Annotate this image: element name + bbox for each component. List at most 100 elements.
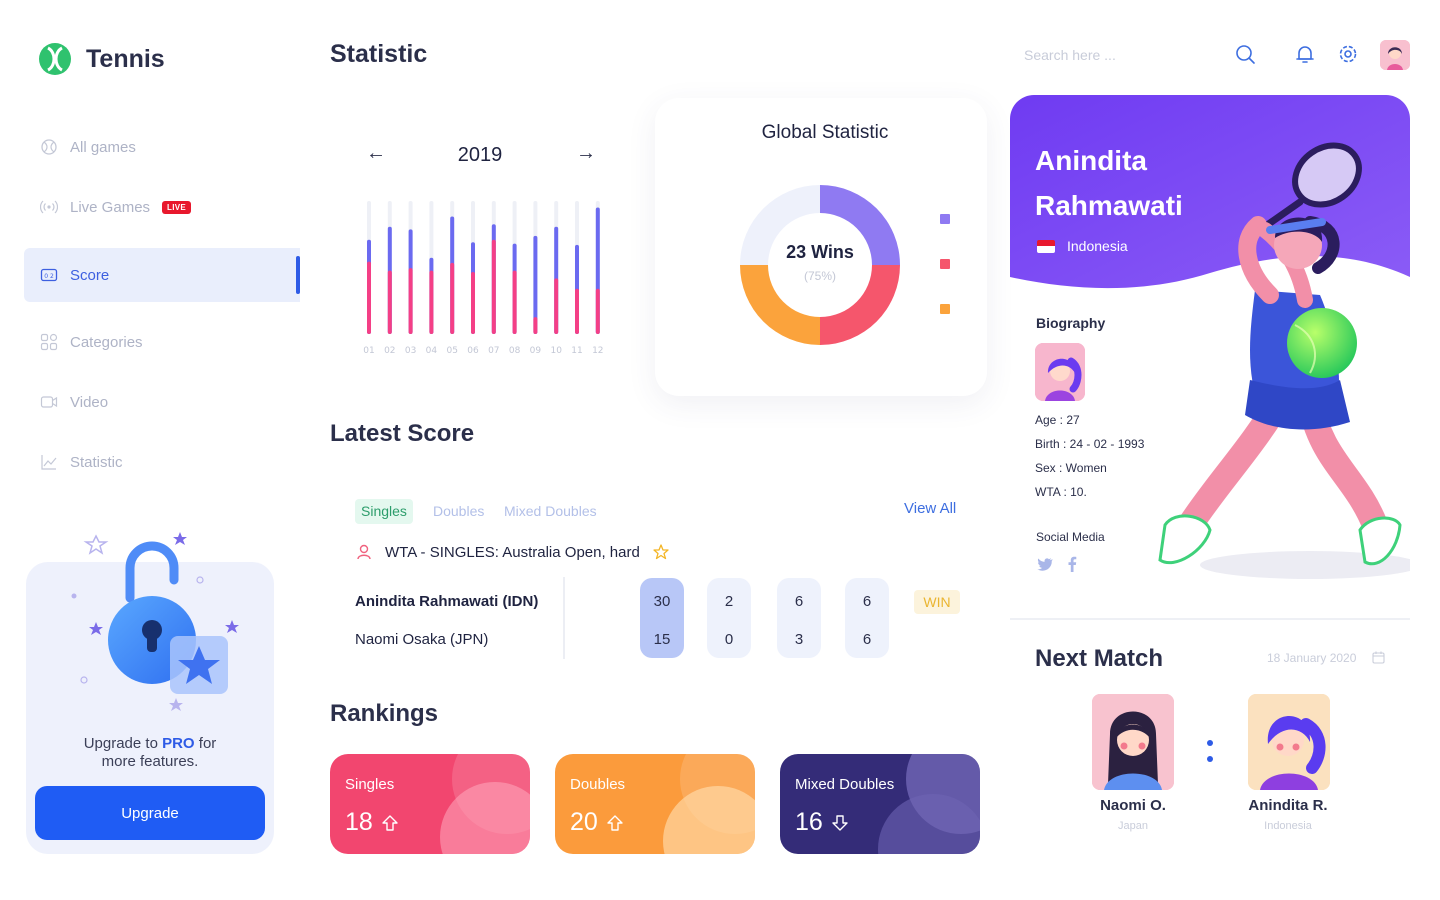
tab-singles[interactable]: Singles (355, 499, 413, 524)
app-name: Tennis (86, 44, 165, 73)
view-all-link[interactable]: View All (904, 500, 957, 517)
set-score-column (707, 578, 751, 658)
global-statistic-title: Global Statistic (761, 122, 889, 143)
donut-segment (820, 185, 900, 265)
ranking-value: 18 (345, 808, 373, 836)
month-label: 03 (405, 346, 416, 356)
legend-square (940, 304, 950, 314)
line-chart-icon (41, 455, 57, 470)
tab-mixed-doubles[interactable]: Mixed Doubles (504, 503, 597, 519)
month-label: 06 (467, 346, 479, 356)
user-avatar[interactable] (1380, 40, 1410, 70)
sidebar-item-categories[interactable]: Categories (24, 315, 300, 369)
profile-country: Indonesia (1037, 238, 1128, 254)
set-score-p2: 0 (724, 631, 734, 648)
player-one-name: Anindita Rahmawati (IDN) (355, 593, 539, 610)
social-media-title: Social Media (1036, 530, 1105, 544)
set-score-p1: 6 (862, 593, 872, 610)
upgrade-button[interactable]: Upgrade (35, 786, 265, 840)
next-match-player-one-country: Japan (1118, 820, 1148, 832)
tennis-player-illustration (1158, 142, 1410, 579)
video-icon (40, 396, 58, 408)
sidebar-item-all-games[interactable]: All games (24, 120, 300, 174)
ranking-label: Singles (345, 776, 395, 793)
card-decoration (663, 786, 755, 854)
indonesia-flag-icon (1037, 239, 1055, 253)
ball-icon (41, 139, 57, 155)
sidebar-item-label: Statistic (70, 453, 123, 471)
set-score-p2: 3 (794, 631, 804, 648)
bio-birth: Birth : 24 - 02 - 1993 (1035, 437, 1145, 451)
profile-divider (1010, 618, 1410, 620)
ranking-label: Mixed Doubles (795, 776, 895, 793)
search-icon[interactable] (1234, 43, 1256, 65)
player-avatar-icon (1248, 694, 1330, 790)
facebook-icon[interactable] (1064, 556, 1080, 572)
sidebar-item-score[interactable]: 0 2 Score (24, 248, 300, 302)
search-input[interactable] (1024, 44, 1194, 66)
ranking-label: Doubles (570, 776, 626, 793)
sidebar-item-label: Live Games (70, 198, 151, 216)
bell-icon[interactable] (1294, 43, 1316, 65)
page-title: Statistic (330, 40, 428, 68)
month-label: 07 (488, 346, 499, 356)
month-label: 11 (571, 346, 582, 356)
set-score-column (640, 578, 684, 658)
month-label: 08 (509, 346, 521, 356)
set-score-p2: 6 (862, 631, 872, 648)
user-icon (357, 544, 371, 560)
ranking-value: 16 (795, 808, 823, 836)
latest-score-title: Latest Score (330, 420, 475, 447)
player-two-name: Naomi Osaka (JPN) (355, 631, 489, 648)
profile-name: Anindita Rahmawati (1035, 138, 1255, 228)
arrow-up-icon (607, 814, 623, 831)
donut-center: 23 Wins (75%) (770, 242, 870, 283)
profile-first-name: Anindita (1035, 145, 1147, 176)
month-label: 09 (530, 346, 542, 356)
next-match-date: 18 January 2020 (1267, 651, 1357, 665)
ranking-card-mixed-doubles[interactable]: Mixed Doubles 16 (780, 754, 980, 854)
profile-country-label: Indonesia (1067, 238, 1128, 254)
donut-segment (740, 185, 820, 265)
upgrade-text-line2: more features. (101, 753, 199, 770)
ranking-value-row: 20 (570, 808, 624, 837)
grid-icon (40, 333, 58, 351)
sidebar-item-live-games[interactable]: Live Games LIVE (24, 180, 300, 234)
gear-icon[interactable] (1337, 43, 1359, 65)
bio-sex: Sex : Women (1035, 461, 1107, 475)
next-match-player-two-avatar[interactable] (1248, 694, 1330, 790)
app-logo[interactable]: Tennis (38, 42, 165, 76)
tennis-logo-icon (39, 43, 71, 75)
tab-doubles[interactable]: Doubles (433, 503, 485, 519)
star-icon[interactable] (652, 543, 670, 561)
versus-separator (1207, 740, 1213, 762)
ranking-card-doubles[interactable]: Doubles 20 (555, 754, 755, 854)
next-year-button[interactable]: → (576, 142, 596, 164)
ranking-value: 20 (570, 808, 598, 836)
twitter-icon[interactable] (1037, 556, 1053, 572)
prev-year-button[interactable]: ← (366, 142, 386, 164)
sidebar-item-video[interactable]: Video (24, 375, 300, 429)
sidebar-item-statistic[interactable]: Statistic (24, 435, 300, 489)
svg-text:0 2: 0 2 (44, 273, 54, 280)
donut-segment (740, 265, 820, 345)
scoreboard-icon: 0 2 (40, 268, 58, 282)
donut-hole (770, 215, 870, 315)
wins-label: 23 Wins (786, 242, 854, 262)
player-avatar-icon (1092, 694, 1174, 790)
month-label: 04 (426, 346, 438, 356)
score-divider (563, 577, 565, 659)
ranking-card-singles[interactable]: Singles 18 (330, 754, 530, 854)
ranking-value-row: 18 (345, 808, 399, 837)
upgrade-text-before: Upgrade to (83, 735, 158, 752)
next-match-player-two-country: Indonesia (1264, 820, 1312, 832)
upgrade-text-pro: PRO (162, 735, 195, 752)
next-match-player-one-name: Naomi O. (1100, 797, 1166, 814)
donut-segment (820, 265, 900, 345)
wins-percent: (75%) (803, 269, 836, 283)
calendar-icon[interactable] (1372, 651, 1385, 664)
wins-donut-chart (740, 185, 900, 345)
month-label: 05 (446, 346, 457, 356)
next-match-player-one-avatar[interactable] (1092, 694, 1174, 790)
rankings-title: Rankings (330, 700, 439, 727)
